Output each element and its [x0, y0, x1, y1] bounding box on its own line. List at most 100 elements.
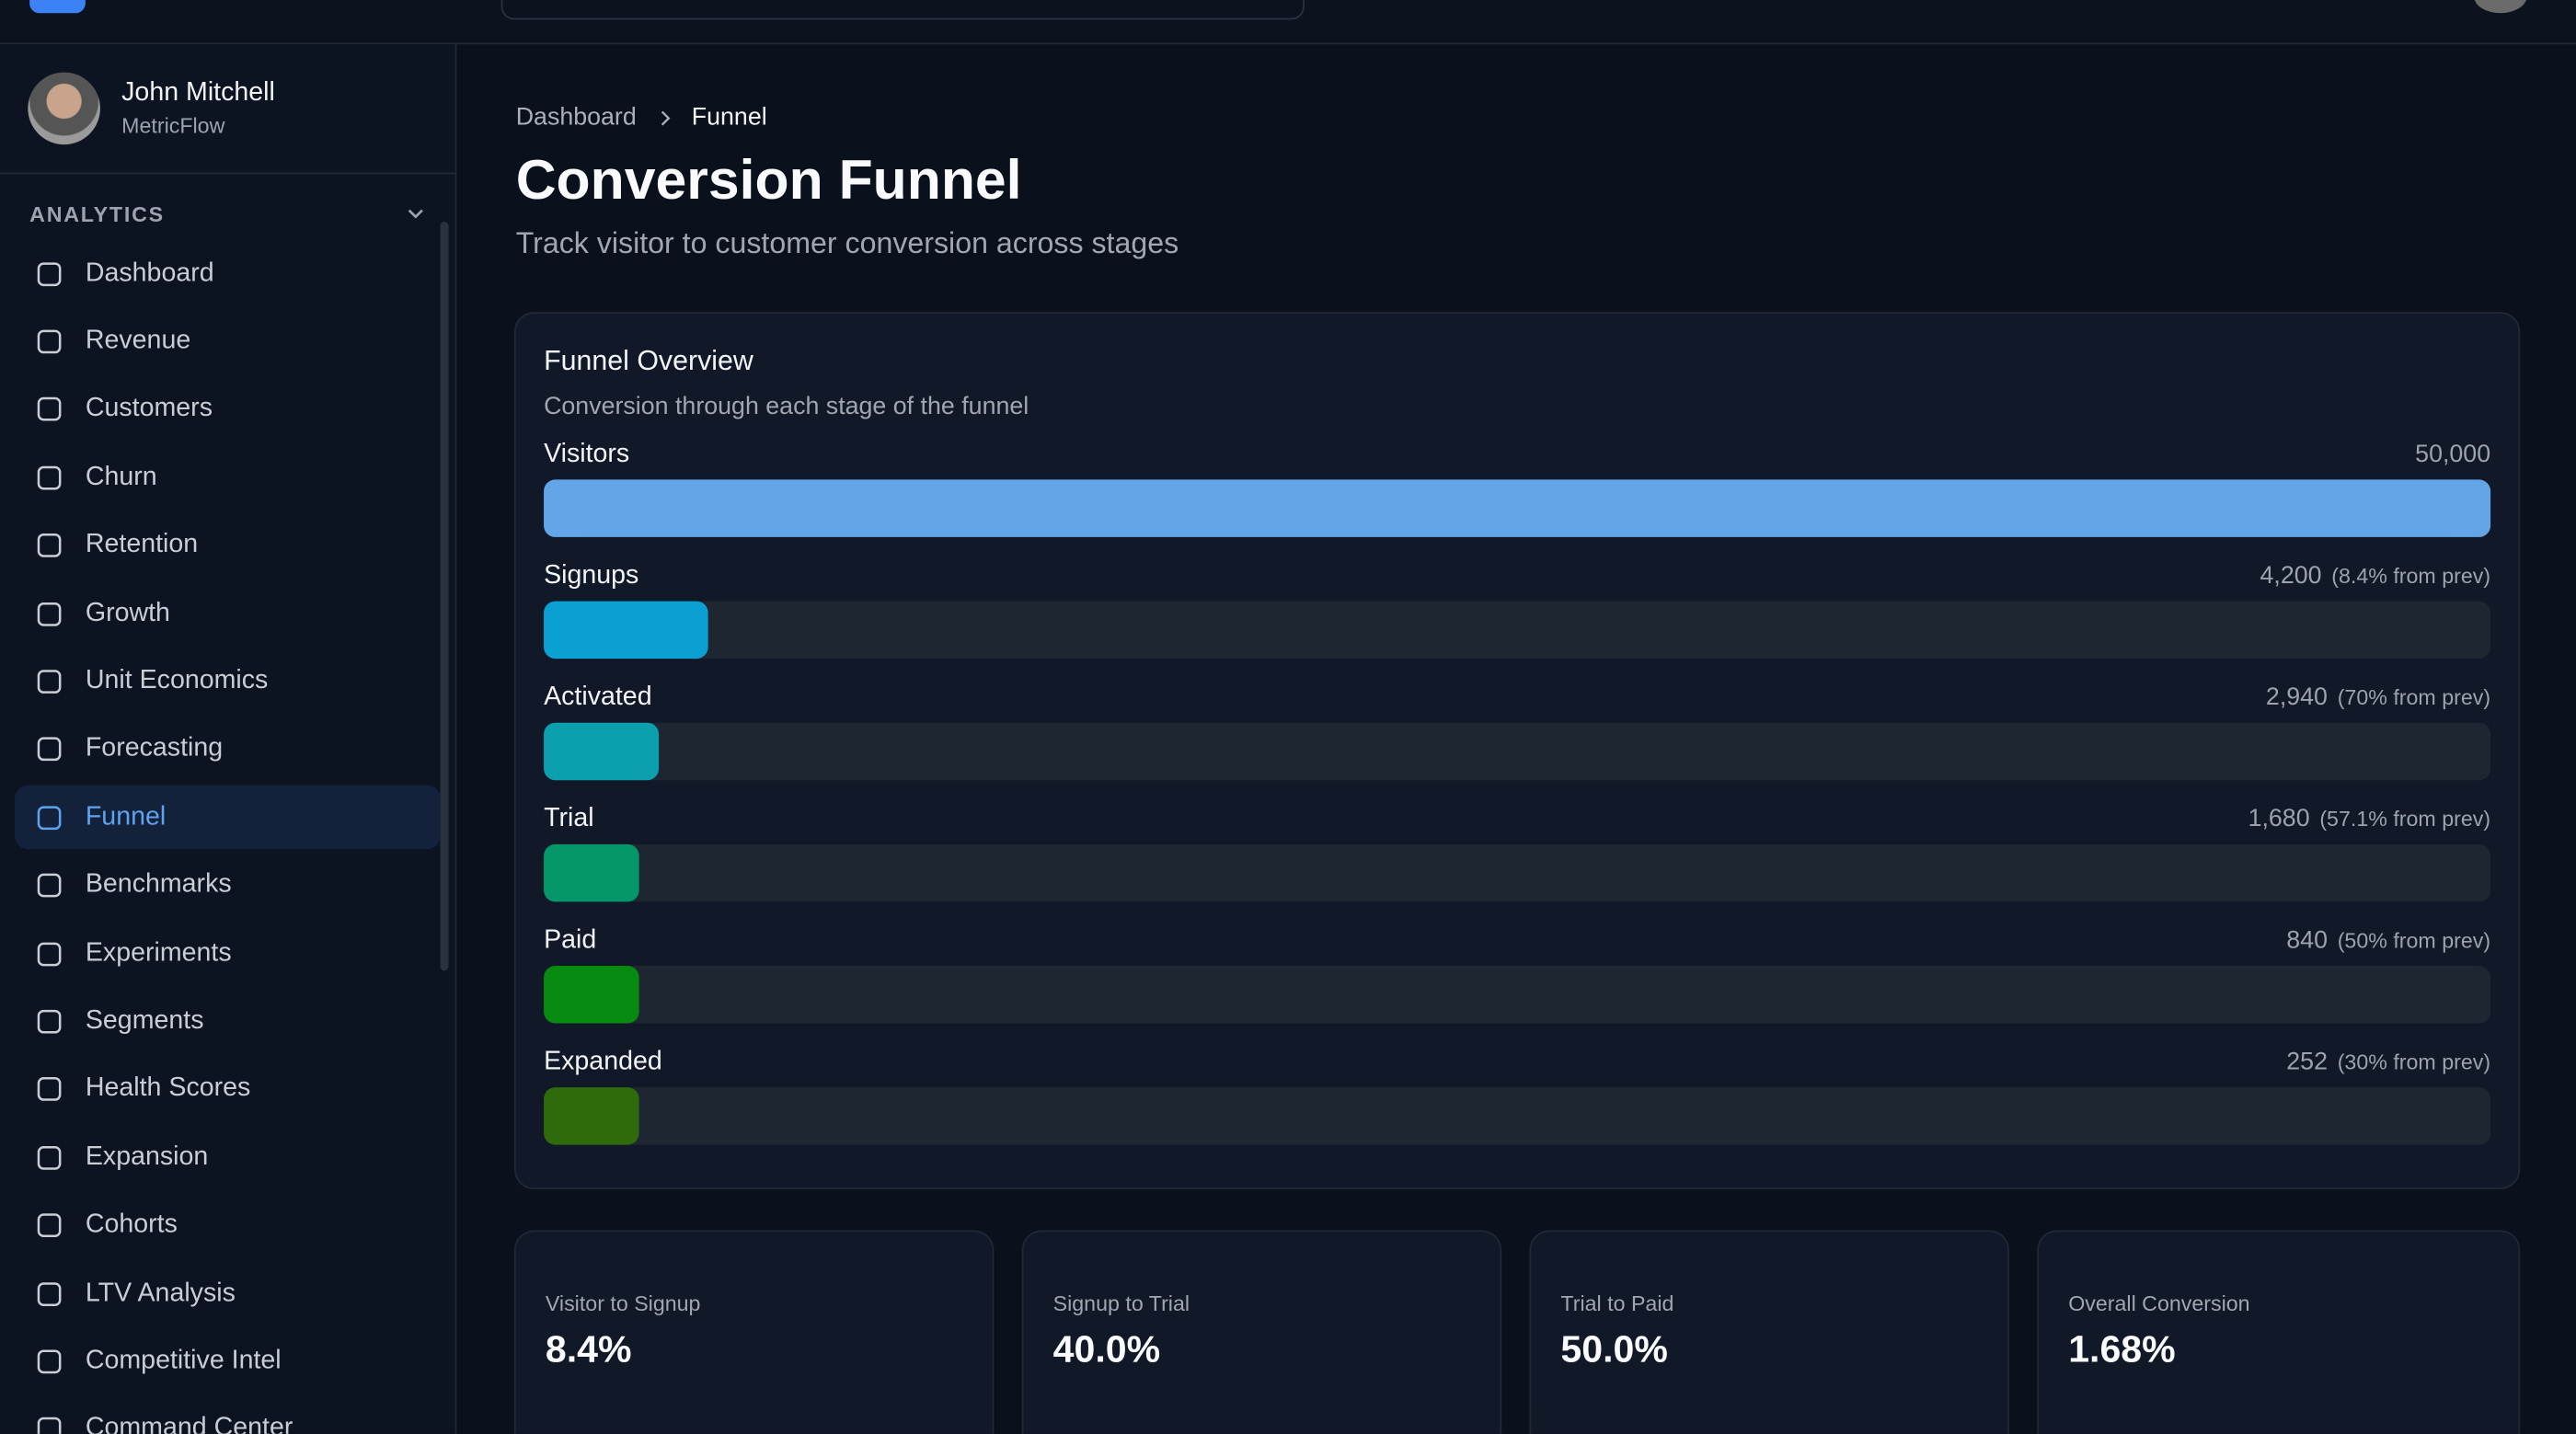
- nav-item[interactable]: Churn: [15, 445, 440, 510]
- nav-label: Expansion: [85, 1142, 209, 1171]
- stage-name: Expanded: [544, 1048, 662, 1076]
- nav-item[interactable]: Forecasting: [15, 717, 440, 782]
- nav-label: Revenue: [85, 327, 191, 355]
- nav-item[interactable]: Funnel: [15, 785, 441, 850]
- breadcrumb-separator: [661, 110, 671, 126]
- stage-value-label: 1,680: [2248, 804, 2310, 833]
- nav-label: Command Center: [85, 1415, 293, 1434]
- user-name: John Mitchell: [121, 78, 275, 108]
- funnel-bar[interactable]: [544, 1087, 639, 1145]
- stage-value: 1,680 (57.1% from prev): [2248, 805, 2491, 832]
- kpi-value: 40.0%: [1052, 1326, 1161, 1371]
- page-subtitle: Track visitor to customer conversion acr…: [515, 226, 1179, 260]
- nav-icon: [37, 397, 62, 422]
- funnel-bar[interactable]: [544, 479, 2491, 537]
- nav-icon: [37, 1349, 62, 1374]
- nav-item[interactable]: Customers: [15, 377, 440, 442]
- nav-item[interactable]: Benchmarks: [15, 854, 440, 918]
- stage-name: Paid: [544, 926, 597, 955]
- kpi-label: Signup to Trial: [1052, 1291, 1190, 1316]
- nav-label: Cohorts: [85, 1210, 178, 1239]
- stage-note: (70% from prev): [2337, 684, 2491, 710]
- nav-item[interactable]: Retention: [15, 513, 440, 578]
- nav-label: Customers: [85, 395, 213, 423]
- stage-name: Activated: [544, 683, 652, 712]
- user-avatar: [28, 72, 100, 145]
- nav-item[interactable]: Unit Economics: [15, 649, 440, 714]
- sidebar: John Mitchell MetricFlow ANALYTICS Dashb…: [0, 44, 457, 1434]
- funnel-bar[interactable]: [544, 722, 659, 781]
- breadcrumb-current: Funnel: [691, 103, 767, 132]
- nav-label: Forecasting: [85, 734, 224, 763]
- stage-value: 840 (50% from prev): [2286, 926, 2490, 954]
- funnel-bar[interactable]: [544, 965, 639, 1024]
- nav-icon: [37, 261, 62, 286]
- logo[interactable]: [29, 0, 86, 14]
- stage-value-label: 840: [2286, 926, 2328, 955]
- bar-track: [544, 601, 2491, 660]
- avatar-button[interactable]: [2474, 0, 2527, 14]
- kpi-value: 50.0%: [1560, 1326, 1668, 1371]
- search-box[interactable]: [500, 0, 1305, 20]
- nav-icon: [37, 1077, 62, 1102]
- user-org: MetricFlow: [121, 113, 225, 138]
- scrollbar: [440, 222, 449, 971]
- kpi-card: Overall Conversion 1.68%: [2037, 1230, 2521, 1434]
- top-bar: [0, 0, 2576, 45]
- nav-item[interactable]: Revenue: [15, 309, 440, 373]
- stage-value-label: 252: [2286, 1048, 2328, 1076]
- nav-label: Experiments: [85, 938, 232, 967]
- nav-icon: [37, 465, 62, 489]
- nav-item[interactable]: Segments: [15, 990, 440, 1054]
- stage-value: 50,000: [2415, 441, 2490, 468]
- nav-label: Churn: [85, 463, 157, 491]
- nav-item[interactable]: LTV Analysis: [15, 1261, 440, 1325]
- nav-item[interactable]: Growth: [15, 581, 440, 646]
- bar-track: [544, 965, 2491, 1024]
- nav-label: Health Scores: [85, 1074, 251, 1103]
- stage-value-label: 4,200: [2260, 561, 2322, 591]
- stage-name: Trial: [544, 804, 594, 833]
- nav-item[interactable]: Health Scores: [15, 1058, 440, 1122]
- nav-item[interactable]: Experiments: [15, 922, 440, 986]
- stage-note: (8.4% from prev): [2331, 563, 2491, 589]
- nav-label: Competitive Intel: [85, 1347, 282, 1375]
- nav-label: Dashboard: [85, 258, 214, 287]
- nav-icon: [37, 1417, 62, 1434]
- kpi-card: Signup to Trial 40.0%: [1021, 1230, 1502, 1434]
- stage-value-label: 50,000: [2415, 440, 2491, 468]
- nav-icon: [37, 1213, 62, 1238]
- funnel-bar[interactable]: [544, 601, 707, 660]
- nav-item[interactable]: Cohorts: [15, 1193, 440, 1257]
- stage-note: (30% from prev): [2337, 1050, 2491, 1074]
- stage-value: 252 (30% from prev): [2286, 1048, 2490, 1075]
- kpi-card: Trial to Paid 50.0%: [1529, 1230, 2009, 1434]
- nav-item[interactable]: Competitive Intel: [15, 1329, 440, 1394]
- funnel-chart: Visitors 50,000 Signups 4,200 (8.4% from pre…: [544, 441, 2491, 1162]
- stage-value: 4,200 (8.4% from prev): [2260, 562, 2490, 590]
- nav-item[interactable]: Command Center: [15, 1397, 440, 1434]
- nav-icon: [37, 941, 62, 966]
- nav-icon: [37, 329, 62, 354]
- stage-note: (50% from prev): [2337, 927, 2491, 953]
- nav-icon: [37, 1009, 62, 1034]
- page-title: Conversion Funnel: [515, 149, 1022, 212]
- nav-icon: [37, 602, 62, 625]
- kpi-label: Visitor to Signup: [545, 1291, 701, 1316]
- stage-name: Visitors: [544, 440, 630, 468]
- nav-label: Funnel: [85, 802, 167, 832]
- nav-label: Segments: [85, 1006, 204, 1035]
- kpi-value: 8.4%: [545, 1326, 632, 1371]
- nav-item[interactable]: Dashboard: [15, 241, 440, 305]
- stage-note: (57.1% from prev): [2319, 806, 2491, 832]
- nav-label: Growth: [85, 598, 170, 627]
- funnel-bar[interactable]: [544, 843, 639, 902]
- kpi-label: Trial to Paid: [1560, 1291, 1674, 1316]
- nav-item[interactable]: Expansion: [15, 1126, 440, 1190]
- nav-icon: [37, 670, 62, 694]
- breadcrumb-item[interactable]: Dashboard: [515, 103, 637, 132]
- kpi-card: Visitor to Signup 8.4%: [513, 1230, 995, 1434]
- section-label[interactable]: ANALYTICS: [29, 201, 165, 227]
- nav-label: LTV Analysis: [85, 1279, 236, 1307]
- card-title: Funnel Overview: [544, 344, 753, 376]
